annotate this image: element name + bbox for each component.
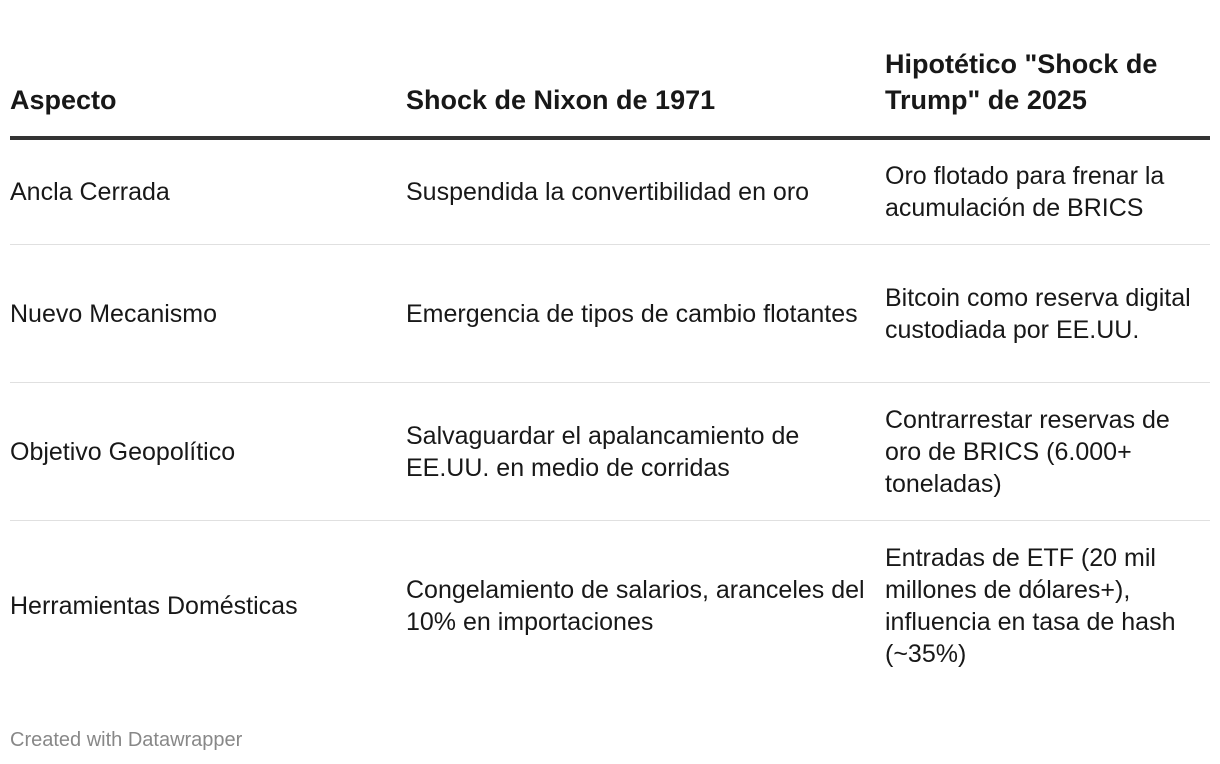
cell-trump: Contrarrestar reservas de oro de BRICS (… xyxy=(885,382,1210,521)
table-row: Ancla Cerrada Suspendida la convertibili… xyxy=(10,138,1210,245)
cell-aspect: Nuevo Mecanismo xyxy=(10,244,406,383)
table-row: Nuevo Mecanismo Emergencia de tipos de c… xyxy=(10,244,1210,383)
comparison-table: Aspecto Shock de Nixon de 1971 Hipotétic… xyxy=(10,46,1210,691)
table-body: Ancla Cerrada Suspendida la convertibili… xyxy=(10,138,1210,691)
cell-trump: Bitcoin como reserva digital custodiada … xyxy=(885,244,1210,383)
header-row: Aspecto Shock de Nixon de 1971 Hipotétic… xyxy=(10,46,1210,140)
table-row: Objetivo Geopolítico Salvaguardar el apa… xyxy=(10,382,1210,521)
datawrapper-credit: Created with Datawrapper xyxy=(10,729,243,751)
column-header-nixon-1971: Shock de Nixon de 1971 xyxy=(406,46,885,140)
cell-nixon: Suspendida la convertibilidad en oro xyxy=(406,138,885,245)
cell-trump: Entradas de ETF (20 mil millones de dóla… xyxy=(885,544,1176,668)
cell-nixon: Congelamiento de salarios, aranceles del… xyxy=(406,576,865,636)
cell-nixon: Salvaguardar el apalancamiento de EE.UU.… xyxy=(406,382,885,521)
cell-aspect: Objetivo Geopolítico xyxy=(10,382,406,521)
comparison-table-container: Aspecto Shock de Nixon de 1971 Hipotétic… xyxy=(10,46,1210,691)
column-header-trump-2025: Hipotético "Shock de Trump" de 2025 xyxy=(885,46,1210,140)
cell-nixon: Emergencia de tipos de cambio flotantes xyxy=(406,244,885,383)
cell-aspect: Ancla Cerrada xyxy=(10,138,406,245)
table-row: Herramientas Domésticas Congelamiento de… xyxy=(10,521,1210,692)
cell-trump: Oro flotado para frenar la acumulación d… xyxy=(885,138,1210,245)
cell-aspect: Herramientas Domésticas xyxy=(10,592,298,620)
column-header-aspect: Aspecto xyxy=(10,46,406,140)
table-header: Aspecto Shock de Nixon de 1971 Hipotétic… xyxy=(10,46,1210,140)
